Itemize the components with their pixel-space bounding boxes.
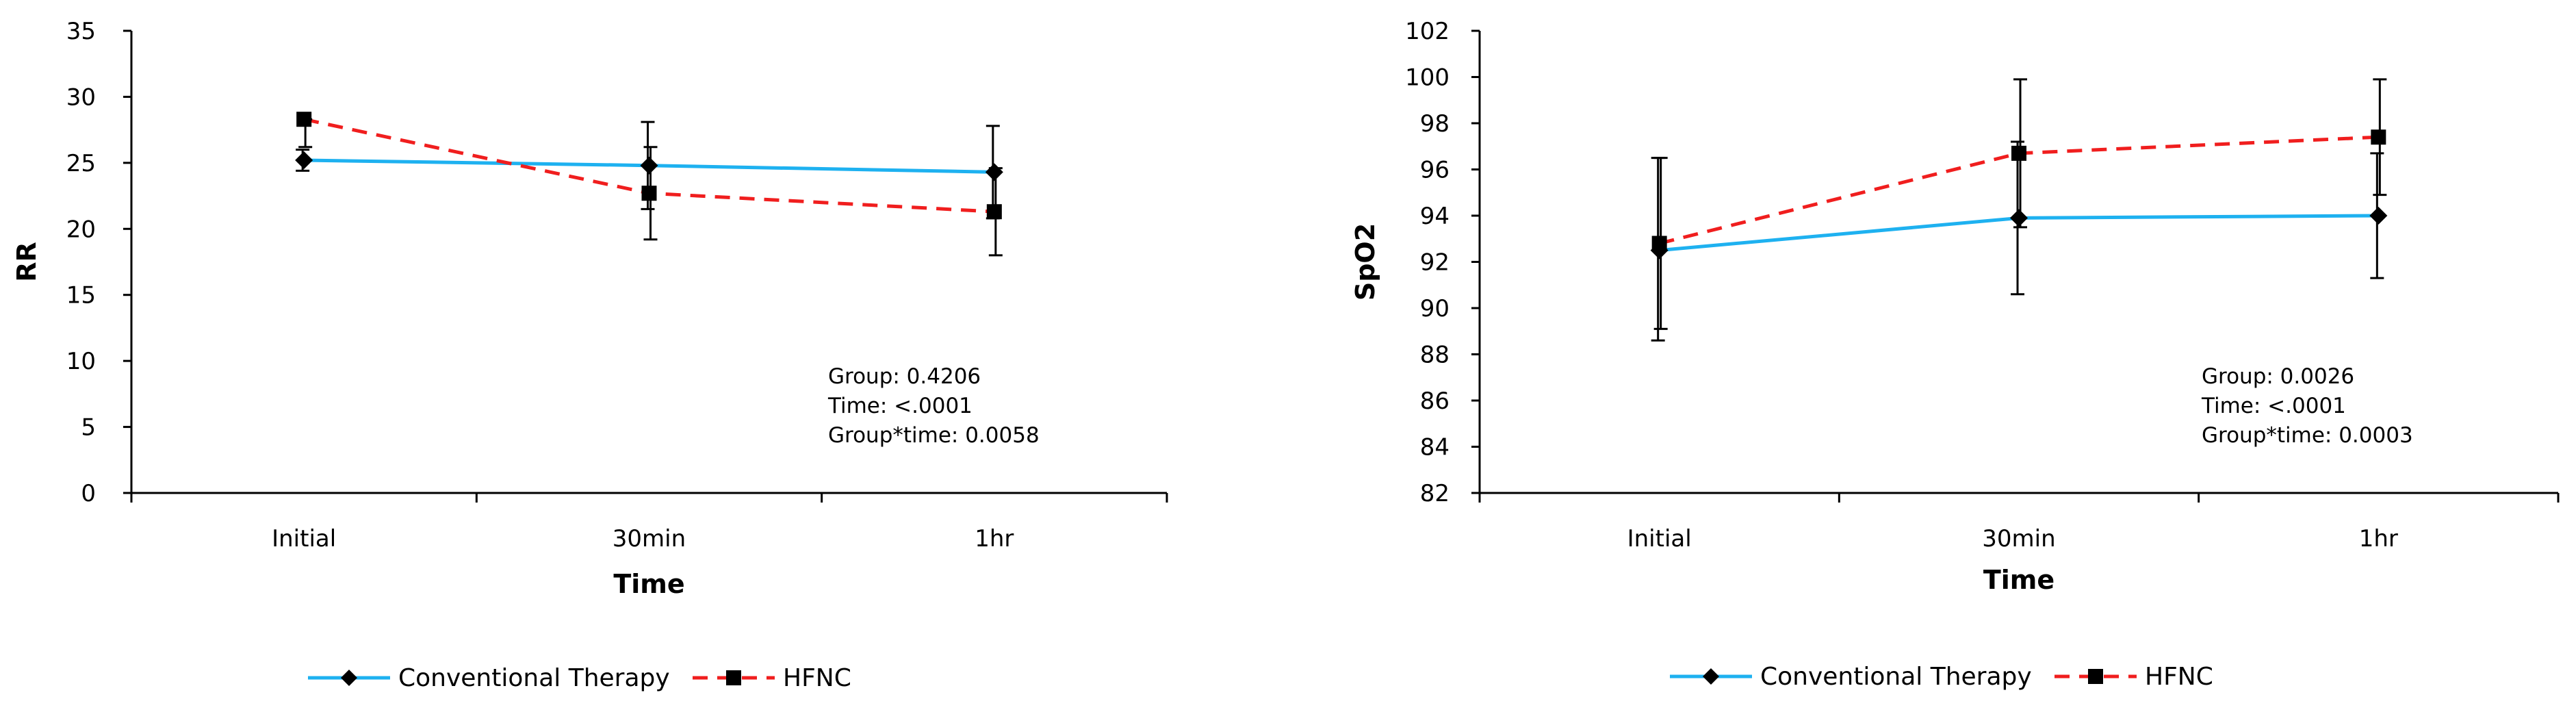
x-tick-label: 1hr [975,525,1014,553]
rr-chart: 0 5 10 15 20 25 30 35 Initial 30min 1hr Time RR Group… [12,18,1168,692]
y-tick-label: 5 [81,414,96,442]
y-tick-label: 100 [1405,64,1450,92]
x-axis-title: Time [1983,565,2055,595]
legend-marker-diamond [341,670,357,686]
y-tick-label: 92 [1420,249,1450,277]
x-tick-label: Initial [272,525,336,553]
legend-label: Conventional Therapy [1760,663,2032,691]
y-axis-title: SpO2 [1350,223,1380,301]
x-tick-label: 30min [613,525,686,553]
data-point-square [1651,236,1667,251]
data-point-diamond [985,163,1003,181]
legend-marker-diamond [1703,668,1719,685]
y-tick-label: 82 [1420,480,1450,507]
legend-label: Conventional Therapy [398,664,670,692]
y-tick-label: 84 [1420,434,1450,461]
x-axis-title: Time [613,569,684,599]
x-tick-label: Initial [1627,525,1692,553]
y-tick-label: 102 [1405,18,1450,45]
data-point-square [2371,129,2386,145]
stats-annotation-line: Group: 0.4206 [828,364,981,389]
legend-label: HFNC [783,664,851,692]
y-tick-label: 94 [1420,203,1450,230]
stats-annotation-line: Time: <.0001 [2201,394,2346,418]
y-tick-label: 90 [1420,295,1450,322]
data-point-square [2011,145,2026,161]
data-point-diamond [640,156,658,175]
y-tick-label: 30 [66,84,96,111]
y-axis-title: RR [12,242,42,282]
y-tick-label: 86 [1420,388,1450,415]
y-tick-label: 0 [81,480,96,507]
stats-annotation-line: Time: <.0001 [827,394,973,418]
x-tick-label: 30min [1982,525,2055,553]
legend-marker-square [726,670,741,685]
spo2-chart: 82 84 86 88 90 92 94 96 98 100 102 Initial 30min 1hr T… [1350,18,2560,691]
y-tick-label: 20 [66,216,96,243]
data-point-square [641,186,657,201]
data-point-square [296,112,312,127]
data-point-square [986,204,1002,220]
x-tick-label: 1hr [2359,525,2398,553]
stats-annotation-line: Group*time: 0.0003 [2202,423,2413,448]
y-tick-label: 25 [66,150,96,177]
data-point-diamond [2369,207,2388,225]
y-tick-label: 15 [66,282,96,309]
legend-marker-square [2088,669,2103,684]
y-tick-label: 96 [1420,157,1450,184]
y-tick-label: 88 [1420,342,1450,369]
legend-label: HFNC [2145,663,2213,691]
data-point-diamond [295,151,313,169]
data-point-diamond [2010,209,2028,227]
y-tick-label: 98 [1420,110,1450,138]
y-tick-label: 10 [66,348,96,375]
y-tick-label: 35 [66,18,96,45]
stats-annotation-line: Group*time: 0.0058 [828,423,1040,448]
stats-annotation-line: Group: 0.0026 [2202,364,2354,389]
